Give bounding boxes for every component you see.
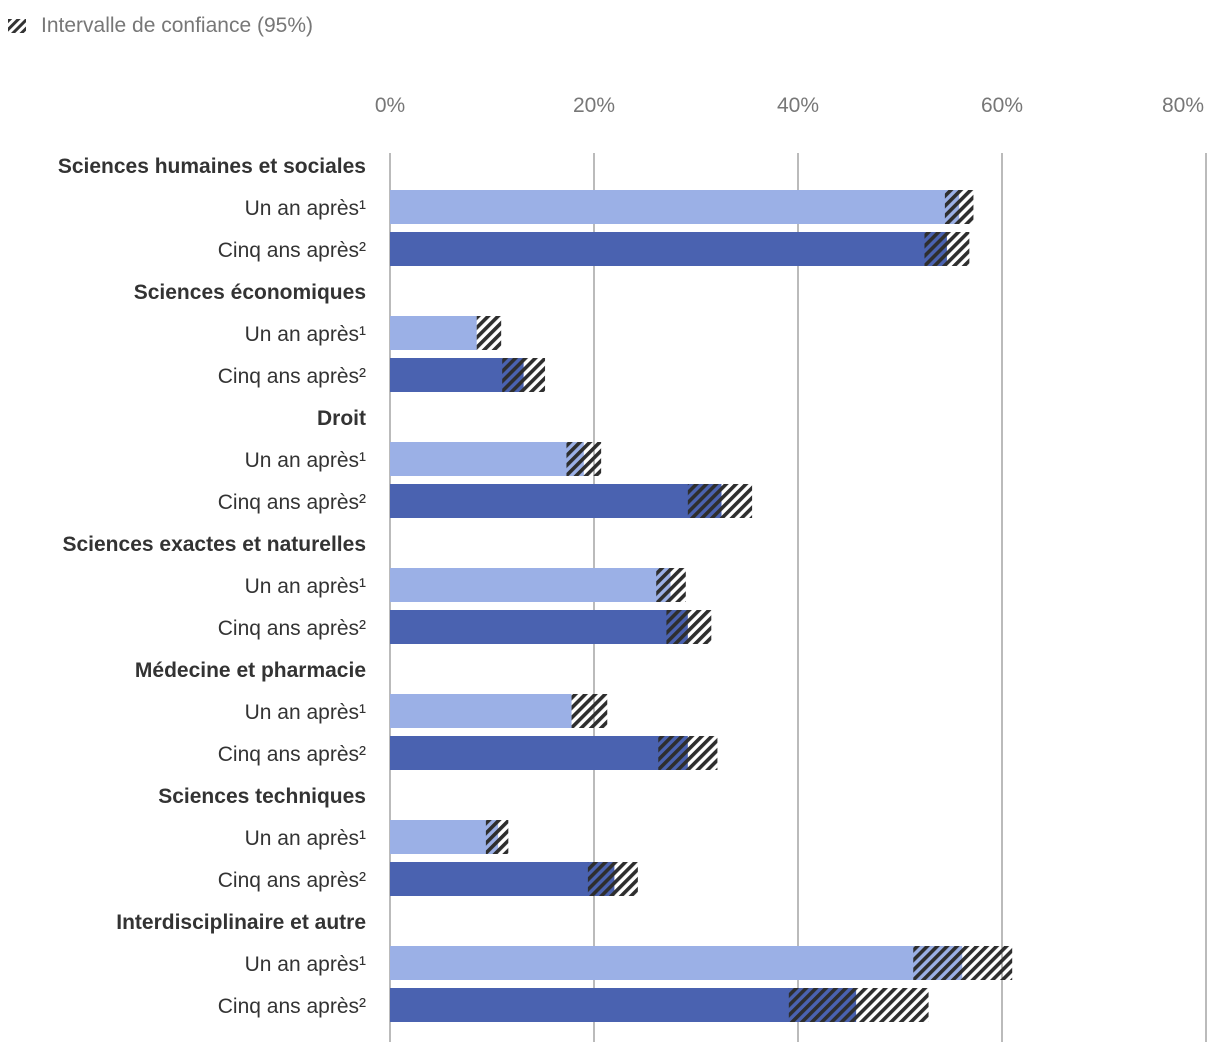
- confidence-interval: [913, 946, 1013, 980]
- confidence-interval: [571, 694, 608, 728]
- bar: [390, 946, 963, 980]
- row-label: Un an après¹: [245, 701, 366, 724]
- bar: [390, 190, 960, 224]
- confidence-interval: [658, 736, 718, 770]
- group-label: Sciences exactes et naturelles: [62, 533, 366, 556]
- legend-label: Intervalle de confiance (95%): [41, 14, 313, 37]
- bar: [390, 358, 524, 392]
- x-tick-label: 20%: [573, 94, 615, 117]
- confidence-interval: [788, 988, 929, 1022]
- row-label: Un an après¹: [245, 197, 366, 220]
- group-label: Droit: [317, 407, 366, 430]
- legend: Intervalle de confiance (95%): [8, 12, 313, 40]
- bar: [390, 988, 857, 1022]
- confidence-interval: [587, 862, 638, 896]
- confidence-interval: [485, 820, 509, 854]
- group-label: Médecine et pharmacie: [135, 659, 366, 682]
- confidence-interval: [502, 358, 546, 392]
- row-label: Cinq ans après²: [218, 869, 366, 892]
- bar: [390, 232, 947, 266]
- x-tick-label: 0%: [375, 94, 405, 117]
- row-label: Cinq ans après²: [218, 995, 366, 1018]
- group-label: Sciences techniques: [158, 785, 366, 808]
- confidence-interval: [566, 442, 602, 476]
- bar: [390, 820, 499, 854]
- bar: [390, 484, 722, 518]
- x-tick-label: 40%: [777, 94, 819, 117]
- x-axis-ticks: 0% 20% 40% 60% 80%: [375, 94, 1204, 117]
- row-label: Un an après¹: [245, 827, 366, 850]
- row-label: Cinq ans après²: [218, 491, 366, 514]
- row-label: Cinq ans après²: [218, 365, 366, 388]
- bars: [390, 190, 1013, 1022]
- row-label: Un an après¹: [245, 323, 366, 346]
- row-label: Cinq ans après²: [218, 617, 366, 640]
- confidence-interval: [666, 610, 712, 644]
- row-label: Un an après¹: [245, 449, 366, 472]
- confidence-interval: [476, 316, 502, 350]
- category-labels: Sciences humaines et sociales Un an après…: [58, 155, 366, 1018]
- bar: [390, 442, 584, 476]
- row-label: Cinq ans après²: [218, 743, 366, 766]
- row-label: Un an après¹: [245, 953, 366, 976]
- bar: [390, 316, 477, 350]
- confidence-interval: [656, 568, 686, 602]
- bar: [390, 610, 688, 644]
- x-tick-label: 60%: [981, 94, 1023, 117]
- bar: [390, 694, 572, 728]
- confidence-interval: [687, 484, 753, 518]
- bar: [390, 736, 688, 770]
- group-label: Sciences économiques: [134, 281, 366, 304]
- confidence-interval: [944, 190, 974, 224]
- confidence-interval: [924, 232, 970, 266]
- group-label: Interdisciplinaire et autre: [116, 911, 366, 934]
- group-label: Sciences humaines et sociales: [58, 155, 366, 178]
- x-tick-label: 80%: [1162, 94, 1204, 117]
- row-label: Un an après¹: [245, 575, 366, 598]
- row-label: Cinq ans après²: [218, 239, 366, 262]
- bar: [390, 862, 615, 896]
- bar: [390, 568, 671, 602]
- hatch-swatch-icon: [8, 19, 26, 33]
